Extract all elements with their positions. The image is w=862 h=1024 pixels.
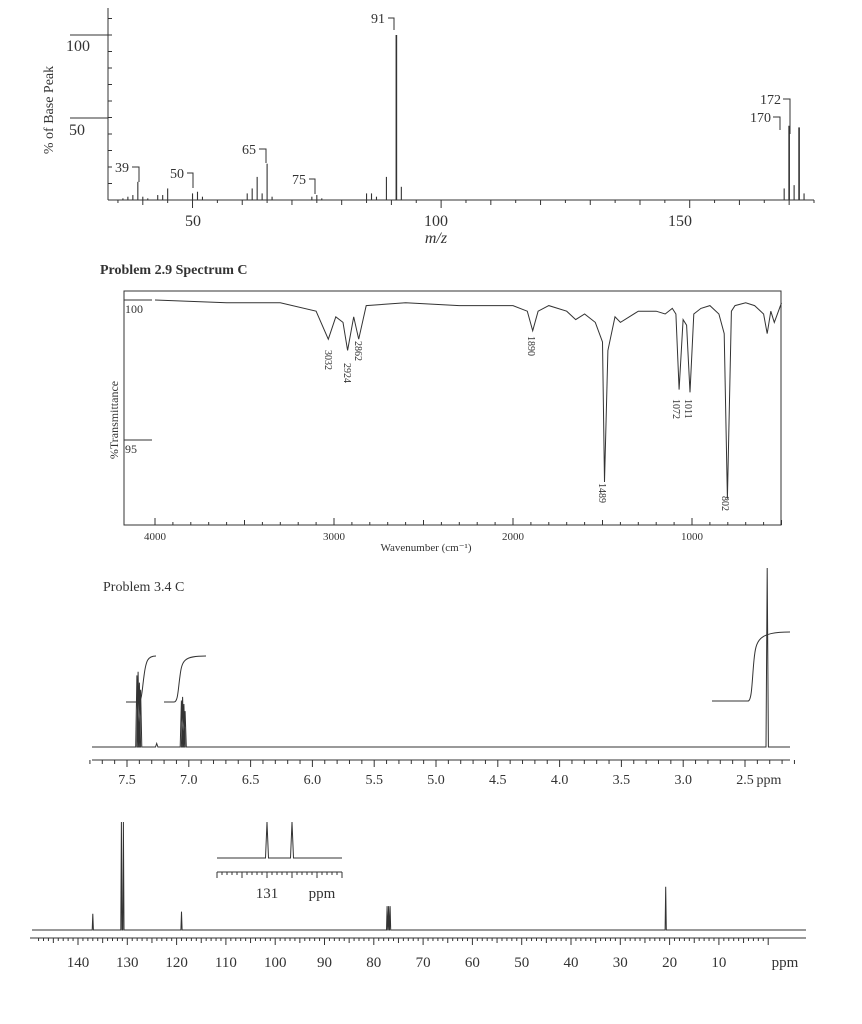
cnmr-tick-label: 90 xyxy=(317,955,332,971)
ms-y-ticks xyxy=(108,18,112,201)
ir-title: Problem 2.9 Spectrum C xyxy=(100,263,248,278)
hnmr-ticks xyxy=(89,760,795,767)
hnmr-integral-aromatic-1 xyxy=(126,655,157,703)
hnmr-trace xyxy=(92,567,790,748)
cnmr-tick-label: 10 xyxy=(711,955,726,971)
cnmr-tick-label: 40 xyxy=(564,955,579,971)
cnmr-tick-label: 120 xyxy=(165,955,188,971)
ms-ytick-100: 100 xyxy=(66,38,90,55)
ir-xtick-2000: 2000 xyxy=(502,531,525,543)
ir-peak-1489: 1489 xyxy=(596,483,607,503)
cnmr-tick-label: 110 xyxy=(215,955,237,971)
ms-label-39: 39 xyxy=(115,161,129,176)
ms-flag-65 xyxy=(259,148,267,163)
ms-flag-91 xyxy=(388,17,395,30)
hnmr-tick-labels: 7.5 7.0 6.5 6.0 5.5 5.0 4.5 4.0 3.5 3.0 2.5 xyxy=(118,773,754,788)
ir-ytick-95: 95 xyxy=(125,442,137,456)
cnmr-tick-label: 140 xyxy=(67,955,90,971)
ms-flag-39 xyxy=(132,166,140,182)
ms-xlabel: m/z xyxy=(425,230,448,247)
cnmr-ticks xyxy=(38,938,769,945)
hnmr-tick-label: 5.0 xyxy=(427,773,445,788)
ir-x-ticks xyxy=(154,518,782,525)
cnmr-tick-label: 50 xyxy=(514,955,529,971)
ms-label-75: 75 xyxy=(292,173,306,188)
cnmr-unit: ppm xyxy=(772,955,799,971)
hnmr-tick-label: 3.5 xyxy=(613,773,631,788)
ms-label-65: 65 xyxy=(242,143,256,158)
ms-flag-50 xyxy=(187,172,194,188)
hnmr-unit: ppm xyxy=(757,773,782,788)
mass-spectrum: % of Base Peak 100 50 50 100 150 m/z 39 … xyxy=(42,8,815,247)
ms-xtick-50: 50 xyxy=(185,213,201,230)
hnmr-tick-label: 6.5 xyxy=(242,773,260,788)
c-nmr-spectrum: 140 130 120 110 100 90 80 70 60 50 40 30 20 10 ppm 13… xyxy=(30,821,806,971)
ir-spectrum: Problem 2.9 Spectrum C %Transmittance 10… xyxy=(100,263,782,554)
hnmr-tick-label: 2.5 xyxy=(736,773,754,788)
ir-peak-3032: 3032 xyxy=(322,350,333,370)
cnmr-tick-label: 70 xyxy=(416,955,431,971)
cnmr-tick-label: 20 xyxy=(662,955,677,971)
ms-label-172: 172 xyxy=(760,93,781,108)
cnmr-inset: 131 ppm xyxy=(216,821,343,902)
hnmr-tick-label: 4.5 xyxy=(489,773,507,788)
ir-peak-2924: 2924 xyxy=(341,363,352,383)
ms-label-50: 50 xyxy=(170,167,184,182)
ms-label-91: 91 xyxy=(371,12,385,27)
hnmr-integral-methyl xyxy=(712,631,791,702)
ms-x-ticks xyxy=(117,200,815,208)
hnmr-title: Problem 3.4 C xyxy=(103,580,184,595)
ms-xtick-100: 100 xyxy=(424,213,448,230)
ms-xtick-150: 150 xyxy=(668,213,692,230)
ir-xtick-3000: 3000 xyxy=(323,531,346,543)
ir-peak-1072: 1072 xyxy=(670,399,681,419)
hnmr-tick-label: 4.0 xyxy=(551,773,569,788)
ir-xtick-4000: 4000 xyxy=(144,531,167,543)
ir-peak-1011: 1011 xyxy=(682,399,693,419)
cnmr-tick-label: 30 xyxy=(613,955,628,971)
ir-peak-2862: 2862 xyxy=(352,341,363,361)
ir-peak-802: 802 xyxy=(719,496,730,511)
cnmr-tick-labels: 140 130 120 110 100 90 80 70 60 50 40 30 20 10 xyxy=(67,955,727,971)
hnmr-tick-label: 7.5 xyxy=(118,773,136,788)
cnmr-tick-label: 130 xyxy=(116,955,139,971)
ms-flag-75 xyxy=(309,178,316,194)
cnmr-inset-trace xyxy=(217,821,342,859)
ir-peak-labels: 3032 2924 2862 1890 1489 1072 1011 802 xyxy=(322,336,730,511)
cnmr-inset-ticks xyxy=(216,872,343,878)
ms-flag-170 xyxy=(773,116,781,130)
cnmr-tick-label: 100 xyxy=(264,955,287,971)
cnmr-inset-label: 131 xyxy=(256,886,279,902)
hnmr-integral-aromatic-2 xyxy=(164,655,207,703)
ms-ytick-50: 50 xyxy=(69,122,85,139)
ir-xlabel: Wavenumber (cm⁻¹) xyxy=(381,542,472,554)
hnmr-tick-label: 3.0 xyxy=(674,773,692,788)
ir-ylabel: %Transmittance xyxy=(107,381,121,459)
ir-xtick-1000: 1000 xyxy=(681,531,704,543)
h-nmr-spectrum: Problem 3.4 C 7.5 7.0 6.5 6.0 5.5 5.0 4.5 4.0 3.… xyxy=(89,567,795,788)
cnmr-tick-label: 80 xyxy=(366,955,381,971)
ir-ytick-100: 100 xyxy=(125,302,143,316)
ir-trace xyxy=(154,299,782,499)
ir-frame xyxy=(123,290,782,526)
cnmr-trace xyxy=(32,821,806,931)
ms-label-170: 170 xyxy=(750,111,771,126)
cnmr-inset-unit: ppm xyxy=(309,886,336,902)
cnmr-tick-label: 60 xyxy=(465,955,480,971)
ms-flag-172 xyxy=(783,98,791,134)
hnmr-tick-label: 6.0 xyxy=(304,773,322,788)
ms-ylabel: % of Base Peak xyxy=(42,66,57,154)
hnmr-tick-label: 5.5 xyxy=(365,773,383,788)
ir-peak-1890: 1890 xyxy=(525,336,536,356)
hnmr-tick-label: 7.0 xyxy=(180,773,198,788)
ms-bars xyxy=(122,35,805,200)
